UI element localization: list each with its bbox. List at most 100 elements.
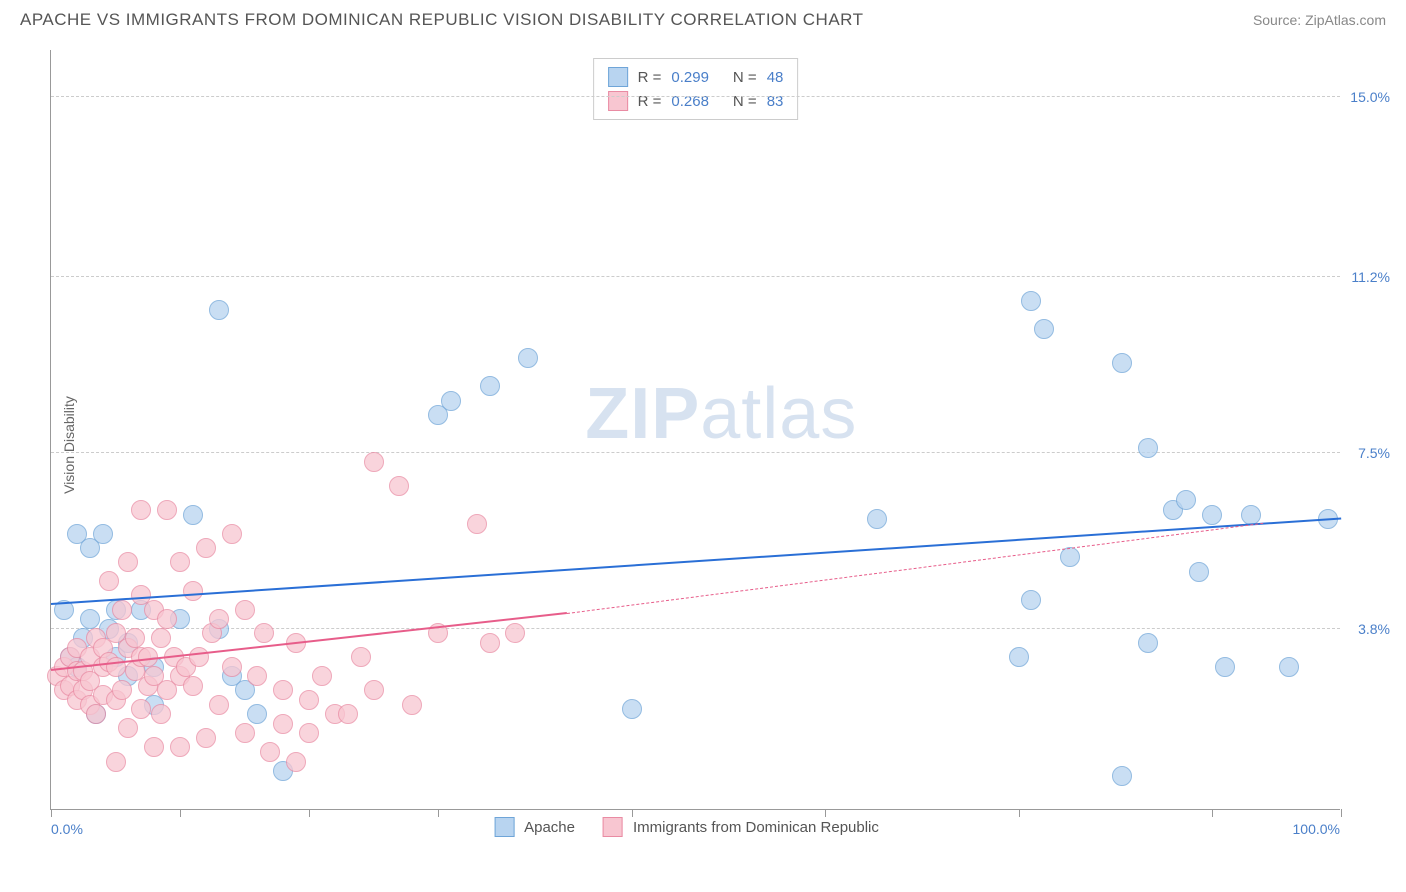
stats-legend: R = 0.299 N = 48 R = 0.268N = 83 xyxy=(593,58,799,120)
x-axis-min-label: 0.0% xyxy=(51,821,83,837)
x-tick xyxy=(1212,809,1213,817)
data-point xyxy=(112,680,132,700)
data-point xyxy=(151,628,171,648)
gridline xyxy=(51,628,1340,629)
chart-header: APACHE VS IMMIGRANTS FROM DOMINICAN REPU… xyxy=(0,0,1406,35)
data-point xyxy=(1189,562,1209,582)
x-axis-max-label: 100.0% xyxy=(1293,821,1340,837)
trend-line xyxy=(51,517,1341,604)
stats-legend-row: R = 0.299 N = 48 xyxy=(608,65,784,89)
data-point xyxy=(196,728,216,748)
plot-region: ZIPatlas R = 0.299N = 48R = 0.268N = 83 … xyxy=(50,50,1340,810)
data-point xyxy=(144,737,164,757)
x-tick xyxy=(51,809,52,817)
x-tick xyxy=(1019,809,1020,817)
data-point xyxy=(505,623,525,643)
data-point xyxy=(1241,505,1261,525)
data-point xyxy=(867,509,887,529)
data-point xyxy=(299,690,319,710)
data-point xyxy=(209,609,229,629)
data-point xyxy=(157,609,177,629)
data-point xyxy=(235,723,255,743)
legend-swatch xyxy=(494,817,514,837)
data-point xyxy=(157,500,177,520)
data-point xyxy=(131,699,151,719)
data-point xyxy=(112,600,132,620)
trend-line-extrapolated xyxy=(567,523,1264,614)
data-point xyxy=(118,552,138,572)
data-point xyxy=(196,538,216,558)
data-point xyxy=(1021,590,1041,610)
data-point xyxy=(273,680,293,700)
data-point xyxy=(1112,353,1132,373)
legend-r-value: 0.299 xyxy=(671,69,709,86)
data-point xyxy=(254,623,274,643)
data-point xyxy=(286,752,306,772)
data-point xyxy=(235,600,255,620)
stats-legend-row: R = 0.268N = 83 xyxy=(608,89,784,113)
data-point xyxy=(338,704,358,724)
data-point xyxy=(1112,766,1132,786)
data-point xyxy=(80,609,100,629)
x-tick xyxy=(180,809,181,817)
gridline xyxy=(51,96,1340,97)
legend-swatch xyxy=(608,67,628,87)
legend-swatch xyxy=(603,817,623,837)
watermark: ZIPatlas xyxy=(585,373,857,455)
y-tick-label: 11.2% xyxy=(1351,269,1390,285)
chart-area: Vision Disability ZIPatlas R = 0.299N = … xyxy=(50,50,1390,840)
legend-r-label: R = xyxy=(638,69,662,86)
data-point xyxy=(1202,505,1222,525)
data-point xyxy=(622,699,642,719)
data-point xyxy=(86,704,106,724)
legend-series-label: Immigrants from Dominican Republic xyxy=(633,819,879,836)
data-point xyxy=(247,704,267,724)
data-point xyxy=(222,657,242,677)
data-point xyxy=(151,704,171,724)
data-point xyxy=(364,680,384,700)
data-point xyxy=(125,628,145,648)
data-point xyxy=(209,300,229,320)
data-point xyxy=(209,695,229,715)
data-point xyxy=(1034,319,1054,339)
data-point xyxy=(183,581,203,601)
y-tick-label: 3.8% xyxy=(1358,621,1390,637)
legend-n-value: 48 xyxy=(767,69,784,86)
chart-title: APACHE VS IMMIGRANTS FROM DOMINICAN REPU… xyxy=(20,10,864,30)
data-point xyxy=(480,376,500,396)
data-point xyxy=(299,723,319,743)
x-tick xyxy=(438,809,439,817)
data-point xyxy=(1279,657,1299,677)
x-tick xyxy=(309,809,310,817)
data-point xyxy=(312,666,332,686)
legend-n-label: N = xyxy=(733,69,757,86)
data-point xyxy=(480,633,500,653)
y-tick-label: 15.0% xyxy=(1350,89,1390,105)
series-legend: ApacheImmigrants from Dominican Republic xyxy=(494,817,897,837)
data-point xyxy=(1021,291,1041,311)
data-point xyxy=(93,524,113,544)
data-point xyxy=(183,676,203,696)
data-point xyxy=(351,647,371,667)
data-point xyxy=(364,452,384,472)
x-tick xyxy=(1341,809,1342,817)
data-point xyxy=(1215,657,1235,677)
data-point xyxy=(189,647,209,667)
data-point xyxy=(467,514,487,534)
chart-source: Source: ZipAtlas.com xyxy=(1253,12,1386,28)
data-point xyxy=(518,348,538,368)
data-point xyxy=(170,737,190,757)
data-point xyxy=(170,552,190,572)
data-point xyxy=(106,657,126,677)
data-point xyxy=(1138,633,1158,653)
data-point xyxy=(441,391,461,411)
y-tick-label: 7.5% xyxy=(1358,445,1390,461)
data-point xyxy=(260,742,280,762)
x-tick xyxy=(632,809,633,817)
data-point xyxy=(222,524,242,544)
legend-swatch xyxy=(608,91,628,111)
data-point xyxy=(106,752,126,772)
data-point xyxy=(273,714,293,734)
data-point xyxy=(131,500,151,520)
data-point xyxy=(99,571,119,591)
